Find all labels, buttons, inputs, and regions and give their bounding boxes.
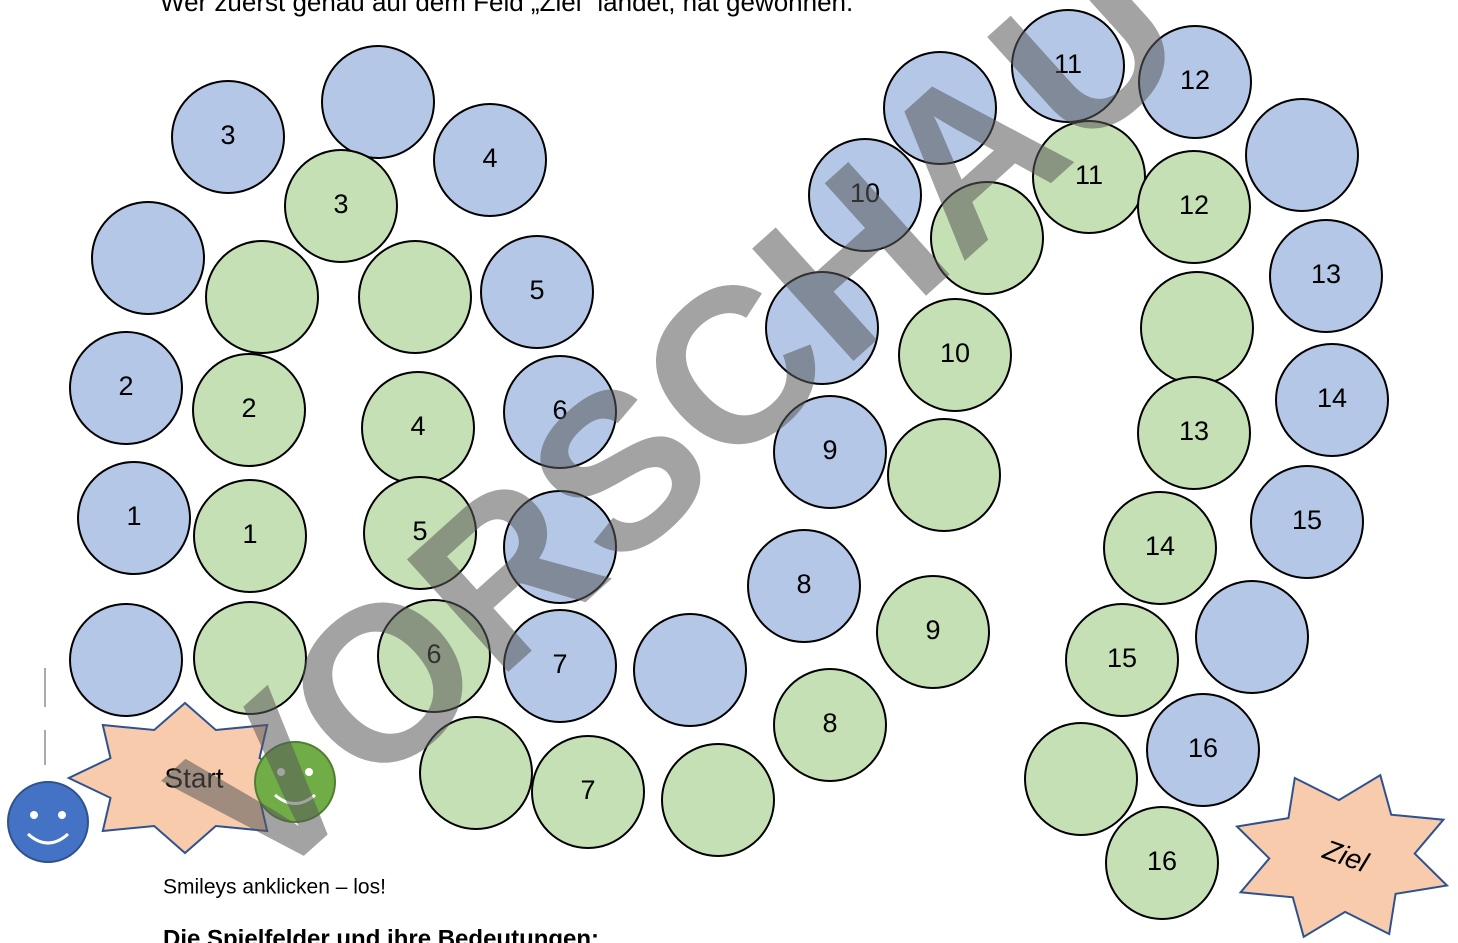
field [1141, 272, 1253, 384]
section-heading: Die Spielfelder und ihre Bedeutungen: [163, 925, 599, 943]
field-label: 16 [1188, 733, 1218, 763]
intro-text: Wer zuerst genau auf dem Feld „Ziel“ lan… [160, 0, 853, 17]
field-label: 4 [410, 411, 425, 441]
field [1025, 723, 1137, 835]
field-label: 1 [242, 519, 257, 549]
field-label: 2 [118, 371, 133, 401]
field-label: 15 [1292, 505, 1322, 535]
field [1246, 99, 1358, 211]
field [1196, 581, 1308, 693]
field [888, 419, 1000, 531]
field-label: 5 [529, 275, 544, 305]
field-label: 1 [126, 501, 141, 531]
field-label: 3 [333, 189, 348, 219]
field-label: 4 [482, 143, 497, 173]
field [322, 46, 434, 158]
field [206, 241, 318, 353]
field-label: 13 [1179, 416, 1209, 446]
field-label: 9 [925, 615, 940, 645]
field-label: 8 [796, 569, 811, 599]
field-label: 10 [940, 338, 970, 368]
field-label: 8 [822, 708, 837, 738]
field-label: 15 [1107, 643, 1137, 673]
field-label: 14 [1145, 531, 1175, 561]
field-label: 12 [1179, 190, 1209, 220]
field [92, 202, 204, 314]
field-label: 7 [580, 775, 595, 805]
field [662, 744, 774, 856]
game-board: Wer zuerst genau auf dem Feld „Ziel“ lan… [0, 0, 1458, 943]
field-label: 14 [1317, 383, 1347, 413]
field [70, 604, 182, 716]
field-label: 2 [241, 393, 256, 423]
field [359, 241, 471, 353]
smiley-blue[interactable] [8, 782, 88, 862]
field [634, 614, 746, 726]
field-label: 3 [220, 120, 235, 150]
field-label: 16 [1147, 846, 1177, 876]
field-label: 13 [1311, 259, 1341, 289]
